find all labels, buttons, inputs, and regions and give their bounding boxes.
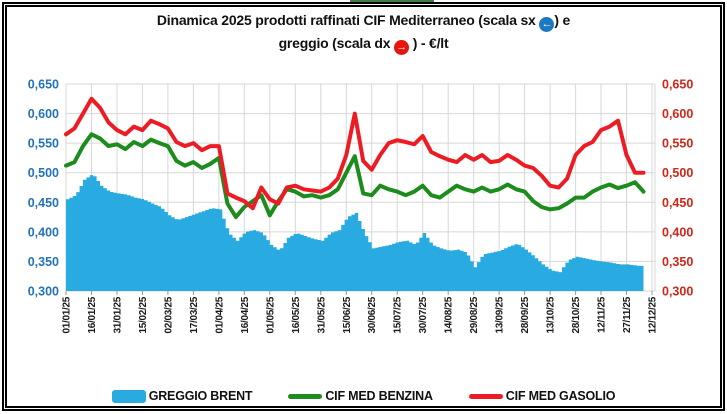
- svg-text:0,450: 0,450: [662, 196, 693, 210]
- svg-text:0,300: 0,300: [662, 285, 693, 299]
- title-text-2b: ) - €/lt: [409, 35, 449, 51]
- legend-label: CIF MED BENZINA: [325, 389, 433, 403]
- svg-text:15/02/25: 15/02/25: [138, 296, 149, 333]
- svg-text:0,500: 0,500: [28, 166, 59, 180]
- y-axis-right: 0,650 0,600 0,550 0,500 0,450 0,400 0,350 0,300: [662, 78, 693, 299]
- svg-text:16/01/25: 16/01/25: [87, 296, 98, 333]
- svg-text:27/11/25: 27/11/25: [622, 296, 633, 333]
- legend-item-gasolio: CIF MED GASOLIO: [468, 389, 616, 403]
- svg-text:16/05/25: 16/05/25: [291, 296, 302, 333]
- legend-item-brent: GREGGIO BRENT: [111, 389, 253, 403]
- svg-text:13/09/25: 13/09/25: [495, 296, 506, 333]
- svg-text:31/01/25: 31/01/25: [113, 296, 124, 333]
- title-text-2a: greggio (scala dx: [278, 35, 394, 51]
- legend-label: GREGGIO BRENT: [148, 389, 253, 403]
- svg-text:0,500: 0,500: [662, 166, 693, 180]
- svg-text:0,550: 0,550: [662, 137, 693, 151]
- svg-text:0,450: 0,450: [28, 196, 59, 210]
- svg-text:0,350: 0,350: [28, 255, 59, 269]
- brent-area: [66, 175, 644, 291]
- title-line-1: Dinamica 2025 prodotti raffinati CIF Med…: [0, 9, 727, 32]
- svg-text:0,400: 0,400: [28, 225, 59, 239]
- svg-text:12/12/25: 12/12/25: [648, 296, 659, 333]
- y-axis-left: 0,650 0,600 0,550 0,500 0,450 0,400 0,350 0,300: [28, 78, 59, 299]
- svg-text:17/03/25: 17/03/25: [189, 296, 200, 333]
- svg-text:0,600: 0,600: [662, 107, 693, 121]
- svg-text:16/04/25: 16/04/25: [240, 296, 251, 333]
- sheet-tab-artifact: [350, 0, 434, 3]
- chart-title: Dinamica 2025 prodotti raffinati CIF Med…: [0, 9, 727, 55]
- svg-text:15/06/25: 15/06/25: [342, 296, 353, 333]
- left-arrow-glyph: ←: [541, 18, 553, 30]
- right-arrow-icon: →: [394, 40, 409, 55]
- left-arrow-icon: ←: [539, 17, 555, 32]
- title-line-2: greggio (scala dx → ) - €/lt: [0, 32, 727, 55]
- svg-text:0,350: 0,350: [662, 255, 693, 269]
- svg-text:01/04/25: 01/04/25: [214, 296, 225, 333]
- svg-text:0,400: 0,400: [662, 225, 693, 239]
- svg-text:0,650: 0,650: [28, 78, 59, 92]
- legend: GREGGIO BRENT CIF MED BENZINA CIF MED GA…: [0, 389, 727, 403]
- brent-area-swatch: [111, 389, 146, 403]
- title-text-1a: Dinamica 2025 prodotti raffinati CIF Med…: [156, 12, 540, 28]
- svg-text:14/08/25: 14/08/25: [444, 296, 455, 333]
- svg-text:15/07/25: 15/07/25: [393, 296, 404, 333]
- svg-text:13/10/25: 13/10/25: [546, 296, 557, 333]
- svg-text:12/11/25: 12/11/25: [597, 296, 608, 333]
- legend-item-benzina: CIF MED BENZINA: [288, 389, 433, 403]
- svg-text:30/06/25: 30/06/25: [367, 296, 378, 333]
- svg-text:0,650: 0,650: [662, 78, 693, 92]
- gasolio-line-swatch: [468, 393, 503, 399]
- svg-text:28/09/25: 28/09/25: [520, 296, 531, 333]
- cif-med-benzina-line: [64, 132, 646, 220]
- svg-text:01/05/25: 01/05/25: [265, 296, 276, 333]
- svg-text:0,550: 0,550: [28, 137, 59, 151]
- benzina-line-swatch: [288, 393, 323, 399]
- svg-text:0,300: 0,300: [28, 285, 59, 299]
- svg-text:02/03/25: 02/03/25: [163, 296, 174, 333]
- svg-text:28/10/25: 28/10/25: [571, 296, 582, 333]
- title-text-1b: ) e: [554, 12, 571, 28]
- svg-text:01/01/25: 01/01/25: [62, 296, 73, 333]
- legend-label: CIF MED GASOLIO: [505, 389, 616, 403]
- svg-text:31/05/25: 31/05/25: [316, 296, 327, 333]
- right-arrow-glyph: →: [396, 41, 407, 53]
- x-axis-labels: 01/01/25 16/01/25 31/01/25 15/02/25 02/03/25…: [62, 296, 659, 333]
- svg-text:29/08/25: 29/08/25: [469, 296, 480, 333]
- svg-text:30/07/25: 30/07/25: [418, 296, 429, 333]
- svg-text:0,600: 0,600: [28, 107, 59, 121]
- cif-med-gasolio-line: [64, 96, 646, 211]
